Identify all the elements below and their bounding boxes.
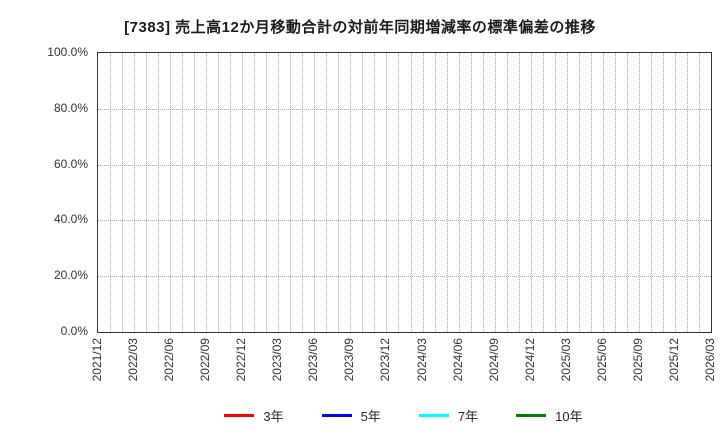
legend-line-swatch: [321, 414, 352, 417]
x-tick-label: 2022/03: [126, 338, 141, 382]
y-tick-label: 40.0%: [53, 212, 88, 227]
x-gridline: [542, 53, 544, 332]
x-gridline: [626, 53, 628, 332]
x-gridline: [674, 53, 676, 332]
y-gridline: [98, 108, 711, 110]
x-tick-label: 2023/12: [378, 338, 393, 382]
x-gridline: [530, 53, 532, 332]
legend-item: 3年: [224, 406, 284, 425]
legend-item: 7年: [418, 406, 479, 425]
x-gridline: [326, 53, 328, 332]
x-gridline: [374, 53, 376, 332]
x-gridline: [302, 53, 304, 332]
x-tick-label: 2022/12: [234, 338, 249, 382]
x-gridline: [266, 53, 268, 332]
legend-line-swatch: [516, 414, 547, 417]
x-gridline: [650, 53, 652, 332]
legend-label: 7年: [457, 409, 479, 424]
x-gridline: [170, 53, 172, 332]
x-gridline: [458, 53, 460, 332]
x-gridline: [482, 53, 484, 332]
x-tick-label: 2024/03: [414, 338, 429, 382]
x-gridline: [194, 53, 196, 332]
y-tick-label: 80.0%: [53, 100, 88, 115]
x-gridline: [386, 53, 388, 332]
x-gridline: [254, 53, 256, 332]
x-gridline: [218, 53, 220, 332]
legend-item: 10年: [516, 406, 583, 425]
x-gridline: [338, 53, 340, 332]
x-gridline: [422, 53, 424, 332]
x-gridline: [350, 53, 352, 332]
x-tick-label: 2021/12: [90, 338, 104, 382]
y-gridline: [98, 220, 711, 222]
legend-label: 10年: [555, 409, 583, 424]
y-tick-label: 0.0%: [60, 324, 88, 338]
x-tick-label: 2024/12: [522, 338, 537, 382]
x-gridline: [470, 53, 472, 332]
x-tick-label: 2023/06: [306, 338, 321, 382]
x-tick-label: 2023/03: [270, 338, 285, 382]
x-gridline: [158, 53, 160, 332]
x-gridline: [566, 53, 568, 332]
x-gridline: [698, 53, 700, 332]
x-tick-label: 2023/09: [342, 338, 357, 382]
x-gridline: [182, 53, 184, 332]
x-gridline: [146, 53, 148, 332]
x-gridline: [398, 53, 400, 332]
x-gridline: [614, 53, 616, 332]
x-gridline: [242, 53, 244, 332]
x-gridline: [602, 53, 604, 332]
x-tick-label: 2024/09: [486, 338, 501, 382]
legend: 3年 5年 7年 10年: [97, 406, 710, 425]
x-gridline: [506, 53, 508, 332]
x-tick-label: 2024/06: [450, 338, 465, 382]
x-gridline: [638, 53, 640, 332]
x-gridline: [134, 53, 136, 332]
x-gridline: [290, 53, 292, 332]
x-gridline: [554, 53, 556, 332]
x-tick-label: 2025/03: [558, 338, 573, 382]
legend-label: 5年: [360, 409, 381, 424]
x-gridline: [230, 53, 232, 332]
legend-line-swatch: [418, 414, 449, 417]
x-gridline: [578, 53, 580, 332]
chart-title: [7383] 売上高12か月移動合計の対前年同期増減率の標準偏差の推移: [124, 19, 596, 36]
y-tick-label: 20.0%: [53, 268, 88, 283]
x-tick-label: 2026/03: [703, 338, 717, 382]
y-tick-label: 100.0%: [47, 45, 88, 59]
legend-line-swatch: [224, 414, 255, 417]
legend-item: 5年: [321, 406, 381, 425]
plot-area: [97, 52, 712, 333]
y-gridline: [98, 164, 711, 166]
x-gridline: [110, 53, 112, 332]
x-gridline: [686, 53, 688, 332]
x-tick-label: 2025/12: [666, 338, 681, 382]
x-gridline: [278, 53, 280, 332]
x-gridline: [446, 53, 448, 332]
x-tick-label: 2022/09: [198, 338, 213, 382]
x-gridline: [206, 53, 208, 332]
y-tick-label: 60.0%: [53, 156, 88, 171]
x-gridline: [494, 53, 496, 332]
x-gridline: [662, 53, 664, 332]
x-gridline: [410, 53, 412, 332]
y-gridline: [98, 276, 711, 278]
x-gridline: [590, 53, 592, 332]
x-gridline: [518, 53, 520, 332]
x-tick-label: 2025/09: [630, 338, 645, 382]
x-gridline: [434, 53, 436, 332]
x-gridline: [122, 53, 124, 332]
x-gridline: [314, 53, 316, 332]
x-tick-label: 2022/06: [162, 338, 177, 382]
x-gridline: [362, 53, 364, 332]
x-tick-label: 2025/06: [594, 338, 609, 382]
legend-label: 3年: [263, 409, 284, 424]
